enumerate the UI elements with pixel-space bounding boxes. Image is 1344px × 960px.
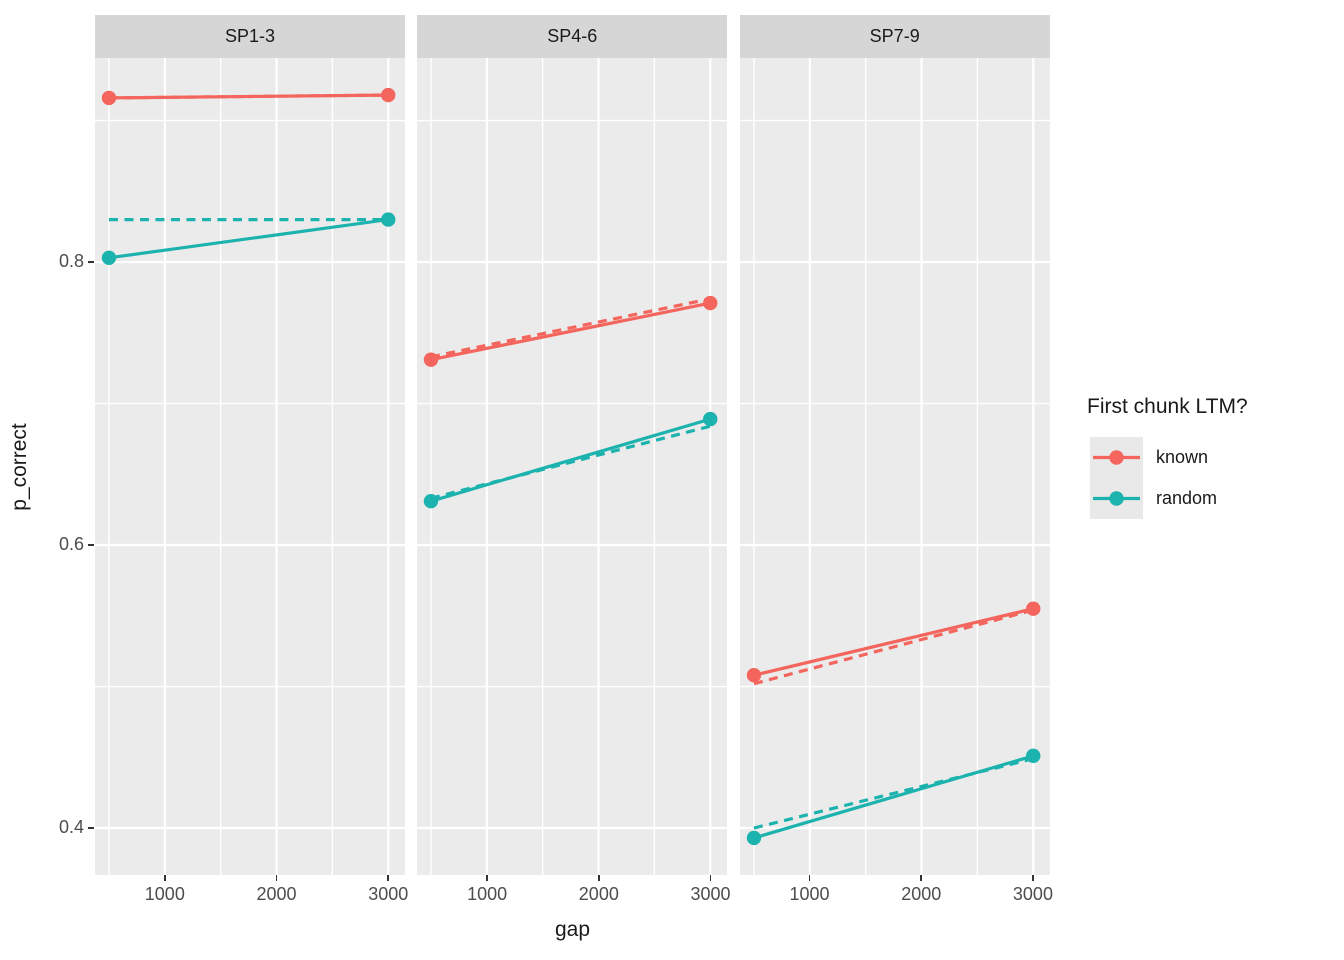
x-tick-label: 3000 — [368, 884, 409, 904]
y-tick-mark — [88, 827, 94, 829]
x-tick-label: 1000 — [144, 884, 185, 904]
data-point-random-observed — [1025, 748, 1041, 764]
panel-SP4-6 — [417, 58, 728, 875]
series-line-random-model — [753, 757, 1034, 830]
legend-key-glyph-random — [1090, 478, 1143, 519]
x-tick-label: 3000 — [690, 884, 731, 904]
data-point-known-observed — [101, 90, 117, 106]
legend-label-known: known — [1156, 447, 1209, 467]
panel-background — [739, 58, 1050, 875]
panel-SP1-3 — [95, 58, 405, 875]
legend-glyph-icon — [1093, 491, 1140, 506]
legend-keys: known random — [1087, 437, 1248, 519]
data-point-random-observed — [381, 212, 396, 227]
legend-glyph-point — [1109, 450, 1124, 465]
x-axis-title: gap — [554, 918, 591, 941]
legend-key-glyph-known — [1090, 437, 1143, 478]
data-point-random-observed — [101, 250, 117, 265]
series-line-known-model — [108, 93, 389, 100]
x-tick-mark — [808, 875, 811, 881]
series-line-known-model — [753, 608, 1034, 686]
panel-background — [417, 58, 728, 875]
y-tick-label: 0.6 — [58, 534, 84, 555]
x-tick-mark — [164, 875, 166, 881]
series-line-random-observed — [108, 218, 389, 260]
x-tick-mark — [1032, 875, 1034, 881]
panel-SP7-9 — [739, 58, 1050, 875]
x-tick-label: 2000 — [578, 884, 619, 904]
facet-strip-SP1-3: SP1-3 — [95, 15, 405, 58]
data-point-known-observed — [1025, 601, 1041, 616]
y-tick-label: 0.8 — [58, 251, 84, 272]
data-point-random-observed — [703, 411, 718, 427]
legend: First chunk LTM? known random — [1087, 395, 1248, 519]
series-line-known-observed — [430, 301, 711, 362]
legend-glyph-point — [1109, 491, 1124, 506]
x-tick-mark — [486, 875, 488, 881]
y-tick-mark — [88, 261, 94, 263]
legend-entry-random: random — [1090, 478, 1248, 519]
x-tick-mark — [709, 875, 712, 881]
legend-title: First chunk LTM? — [1087, 395, 1248, 418]
facet-strip-SP7-9: SP7-9 — [739, 15, 1050, 58]
x-tick-mark — [387, 875, 390, 881]
panel-background — [95, 58, 405, 875]
y-tick-label: 0.4 — [58, 817, 84, 838]
x-tick-mark — [598, 875, 600, 881]
legend-entry-known: known — [1090, 437, 1248, 478]
legend-glyph-icon — [1093, 450, 1140, 465]
x-tick-label: 1000 — [789, 884, 830, 904]
x-tick-mark — [920, 875, 923, 881]
x-tick-label: 3000 — [1012, 884, 1053, 904]
x-tick-mark — [275, 875, 278, 881]
y-axis-title: p_correct — [8, 423, 31, 511]
data-point-random-observed — [746, 830, 761, 846]
data-point-known-observed — [703, 295, 718, 311]
x-tick-label: 2000 — [256, 884, 297, 904]
series-line-known-model — [430, 297, 711, 359]
series-line-random-model — [430, 424, 711, 500]
x-tick-label: 1000 — [467, 884, 508, 904]
x-tick-label: 2000 — [901, 884, 942, 904]
legend-label-random: random — [1156, 488, 1218, 508]
data-point-random-observed — [424, 493, 439, 509]
data-point-known-observed — [381, 87, 396, 103]
series-line-known-observed — [753, 607, 1034, 677]
data-point-known-observed — [424, 352, 439, 367]
data-point-known-observed — [746, 668, 761, 683]
facet-strip-SP4-6: SP4-6 — [417, 15, 728, 58]
y-tick-mark — [88, 544, 94, 546]
